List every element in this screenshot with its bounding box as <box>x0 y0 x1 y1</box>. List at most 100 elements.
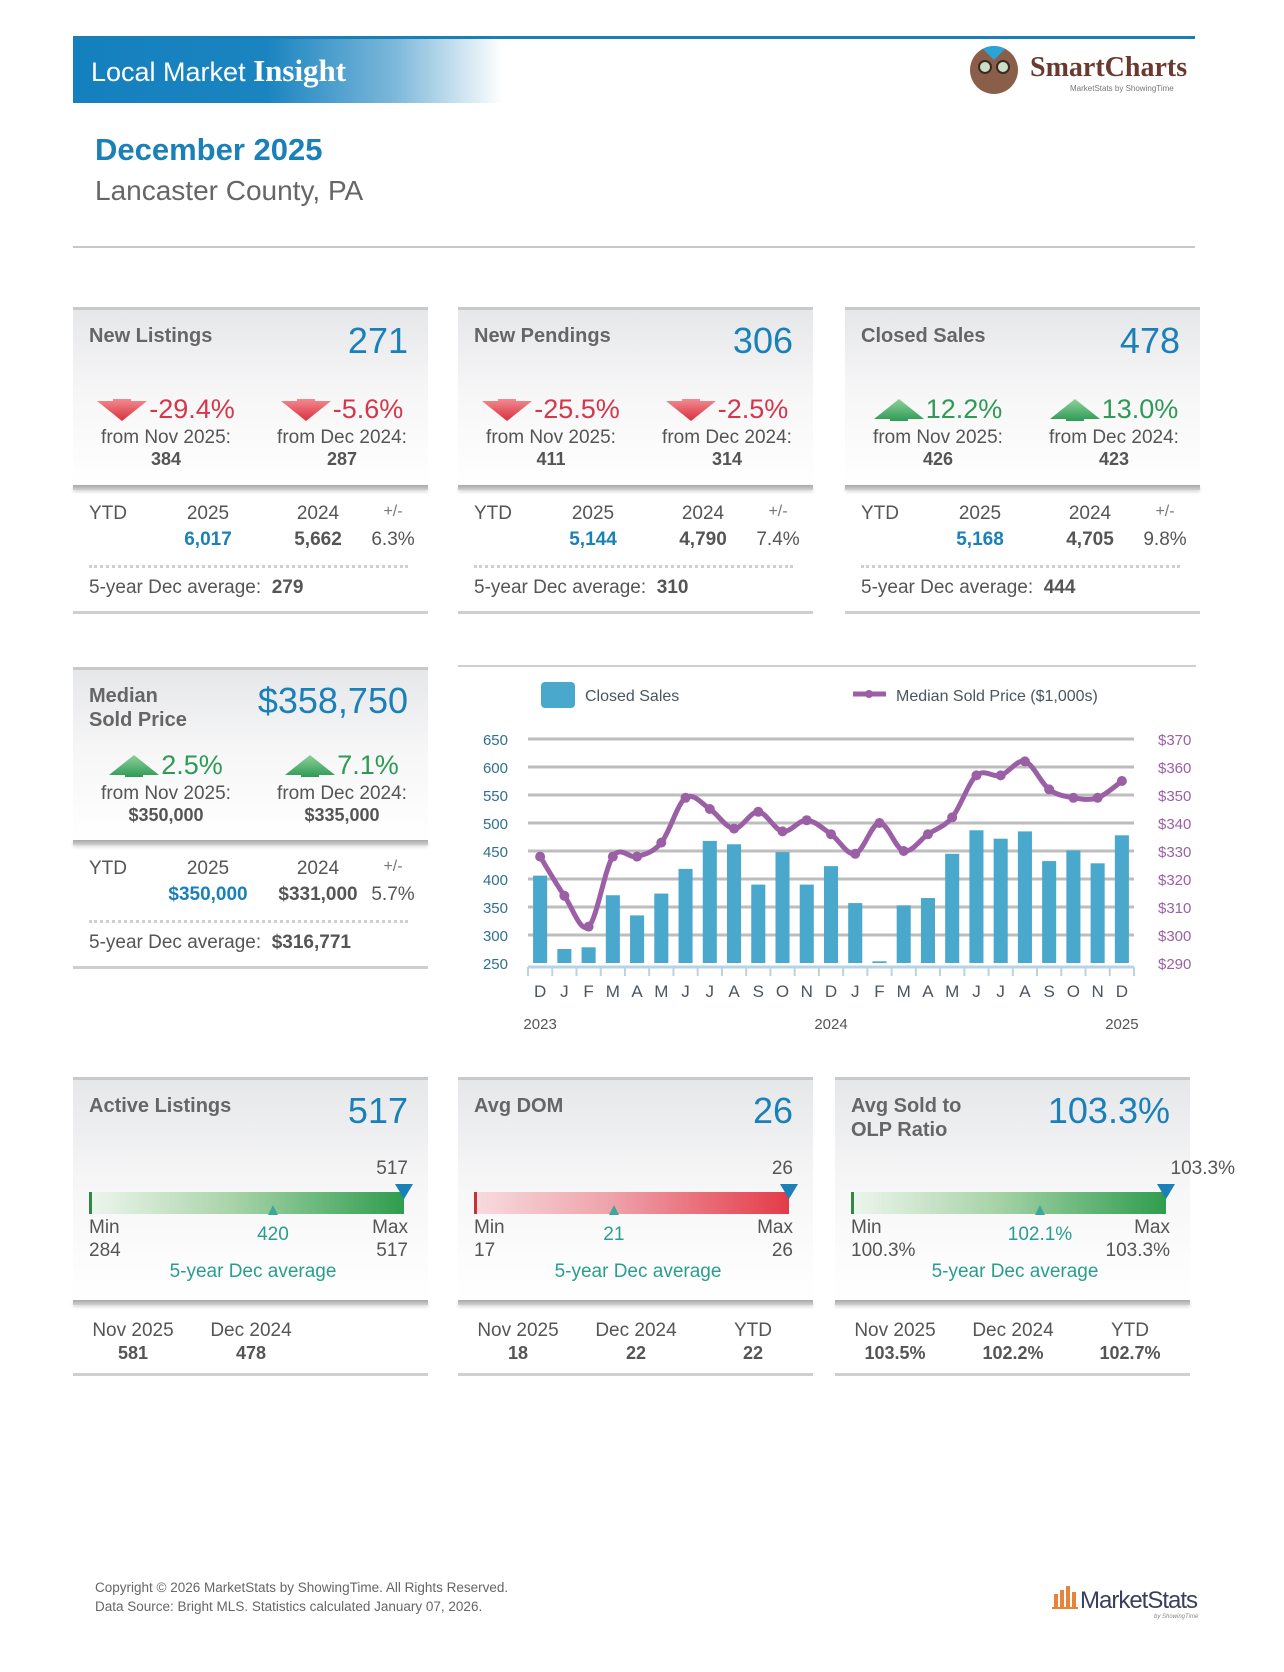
right-axis-tick-label: $370 <box>1158 732 1191 749</box>
ytd-col-change: +/- <box>768 503 788 520</box>
change-block: -29.4% from Nov 2025: 384 <box>81 394 251 470</box>
down-arrow-icon <box>665 398 716 421</box>
metric-card-header: New Pendings 306 -25.5% from Nov 2025: 4… <box>458 307 813 488</box>
bar-closed-sales <box>993 838 1008 963</box>
gauge-max-label: Max <box>372 1217 408 1238</box>
metric-card-header: New Listings 271 -29.4% from Nov 2025: 3… <box>73 307 428 488</box>
x-axis-month-label: A <box>922 982 934 1001</box>
bar-chart-logo-icon <box>1052 1586 1078 1609</box>
metric-value: 306 <box>732 320 793 361</box>
gauge-min-value: 100.3% <box>851 1240 916 1261</box>
bar-closed-sales <box>872 961 887 963</box>
point-median-sold-price <box>632 851 643 862</box>
card-bottom-rule <box>73 611 428 614</box>
bar-closed-sales <box>533 875 548 963</box>
x-axis-month-label: F <box>874 982 884 1001</box>
change-block: -25.5% from Nov 2025: 411 <box>466 394 636 470</box>
ytd-col-current: 2025 <box>958 503 1002 524</box>
five-year-average: 5-year Dec average: 444 <box>861 577 1076 598</box>
bar-closed-sales <box>799 884 814 963</box>
left-axis-tick-label: 250 <box>483 956 508 973</box>
change-block: 7.1% from Dec 2024: $335,000 <box>257 750 427 826</box>
metric-card: New Listings 271 -29.4% from Nov 2025: 3… <box>73 307 428 614</box>
comparison-item: Dec 2024 22 <box>595 1320 677 1363</box>
card-divider <box>73 840 428 845</box>
bar-closed-sales <box>557 949 572 963</box>
gauge-average-caption: 5-year Dec average <box>169 1261 337 1282</box>
card-bottom-rule <box>73 966 428 969</box>
right-axis-tick-label: $300 <box>1158 928 1191 945</box>
left-axis-tick-label: 300 <box>483 928 508 945</box>
average-marker-icon <box>1035 1205 1045 1215</box>
point-median-sold-price <box>995 770 1006 781</box>
bar-closed-sales <box>775 852 790 963</box>
gauge-card: Avg DOM 26 26 Min 17 Max 26 21 5-year De… <box>458 1077 813 1377</box>
change-from-label: from Dec 2024: <box>277 783 407 804</box>
gauge-value: 103.3% <box>1047 1090 1170 1131</box>
gauge-average-value: 21 <box>603 1224 625 1245</box>
right-axis-tick-label: $310 <box>1158 900 1191 917</box>
change-from-value: $350,000 <box>128 805 204 825</box>
right-axis-tick-label: $290 <box>1158 956 1191 973</box>
gauge-max-label: Max <box>1134 1217 1170 1238</box>
card-divider <box>845 485 1200 490</box>
gauge-min-label: Min <box>851 1217 882 1238</box>
x-axis-month-label: D <box>1116 982 1128 1001</box>
x-axis-month-label: O <box>776 982 789 1001</box>
bar-closed-sales <box>581 947 596 963</box>
change-block: 2.5% from Nov 2025: $350,000 <box>81 750 251 826</box>
bar-closed-sales <box>920 898 935 963</box>
metric-card: New Pendings 306 -25.5% from Nov 2025: 4… <box>458 307 813 614</box>
point-median-sold-price <box>729 823 740 834</box>
banner-title-regular: Local Market <box>91 57 254 87</box>
five-year-average: 5-year Dec average: $316,771 <box>89 932 351 953</box>
change-from-label: from Nov 2025: <box>101 783 231 804</box>
x-axis-month-label: M <box>606 982 620 1001</box>
gauge-card: Active Listings 517 517 Min 284 Max 517 … <box>73 1077 428 1377</box>
gauge-average-caption: 5-year Dec average <box>931 1261 1099 1282</box>
metric-title: Closed Sales <box>861 325 986 347</box>
x-axis-month-label: M <box>945 982 959 1001</box>
right-axis-tick-label: $360 <box>1158 760 1191 777</box>
bar-closed-sales <box>1090 863 1105 963</box>
x-axis-month-label: J <box>972 982 981 1001</box>
gauge-card-header: Avg DOM 26 26 Min 17 Max 26 21 5-year De… <box>458 1077 813 1303</box>
current-value-marker-icon <box>1157 1184 1175 1199</box>
bar-closed-sales <box>727 844 742 963</box>
dotted-divider <box>89 565 408 568</box>
up-arrow-icon <box>285 754 336 777</box>
change-from-value: 411 <box>536 449 566 469</box>
change-from-value: 423 <box>1098 449 1130 469</box>
change-from-label: from Dec 2024: <box>277 427 407 448</box>
legend-median-price-dot <box>865 690 873 698</box>
dotted-divider <box>474 565 793 568</box>
bar-closed-sales <box>1066 850 1081 963</box>
gauge-bar <box>851 1192 1166 1214</box>
point-median-sold-price <box>971 770 982 781</box>
ytd-prior-value: 4,705 <box>1066 529 1114 550</box>
left-axis-tick-label: 550 <box>483 788 508 805</box>
change-percent: -25.5% <box>466 394 636 425</box>
metric-title: New Pendings <box>474 325 611 347</box>
down-arrow-icon <box>97 398 148 421</box>
gauge-min-label: Min <box>89 1217 120 1238</box>
dotted-divider <box>861 565 1180 568</box>
ytd-col-current: 2025 <box>186 858 230 879</box>
card-bottom-rule <box>458 611 813 614</box>
ytd-col-current: 2025 <box>186 503 230 524</box>
point-median-sold-price <box>753 806 764 817</box>
point-median-sold-price <box>801 815 812 826</box>
x-axis-month-label: J <box>706 982 715 1001</box>
left-axis-tick-label: 350 <box>483 900 508 917</box>
average-marker-icon <box>267 1205 278 1215</box>
point-median-sold-price <box>874 818 885 828</box>
current-value-marker-icon <box>395 1184 413 1199</box>
change-block: -5.6% from Dec 2024: 287 <box>257 394 427 470</box>
right-axis-tick-label: $340 <box>1158 816 1191 833</box>
gauge-min-marker <box>89 1192 92 1214</box>
change-percent: 13.0% <box>1029 394 1199 425</box>
change-from-label: from Dec 2024: <box>1049 427 1179 448</box>
point-median-sold-price <box>777 826 788 837</box>
five-year-average: 5-year Dec average: 310 <box>474 577 689 598</box>
change-from-value: 426 <box>922 449 954 469</box>
